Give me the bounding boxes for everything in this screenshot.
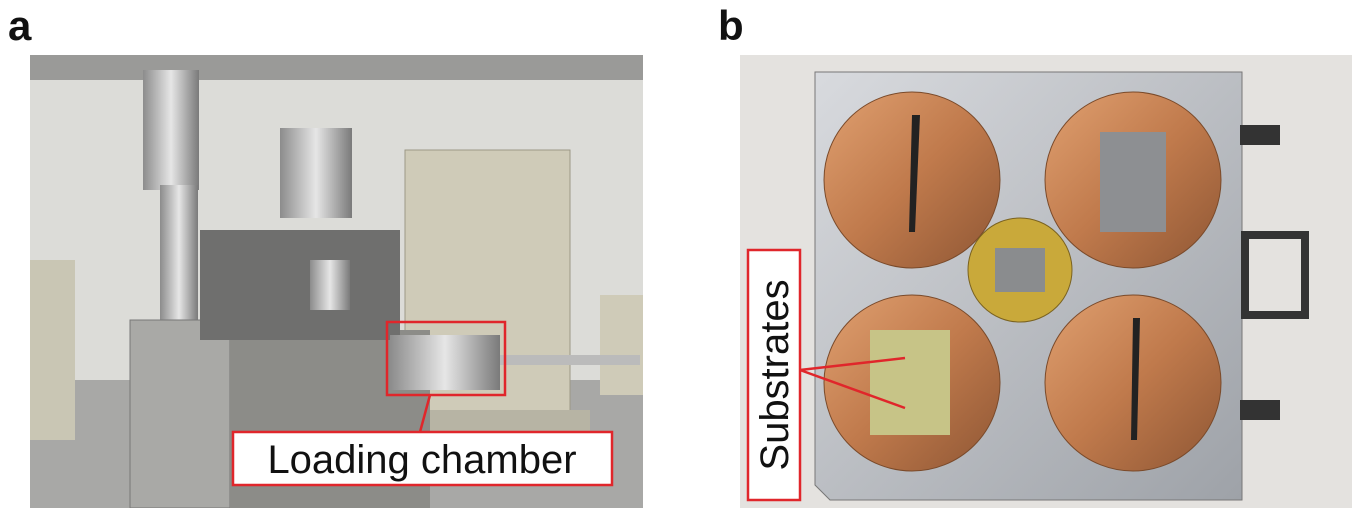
callout-text: Loading chamber [267,438,576,482]
panel-label: a [8,2,32,49]
figure: a b Loading chamber Substrates [0,0,1358,508]
callout-text: Substrates [753,279,797,470]
photo-b [740,55,1352,508]
panel-label: b [718,2,744,49]
